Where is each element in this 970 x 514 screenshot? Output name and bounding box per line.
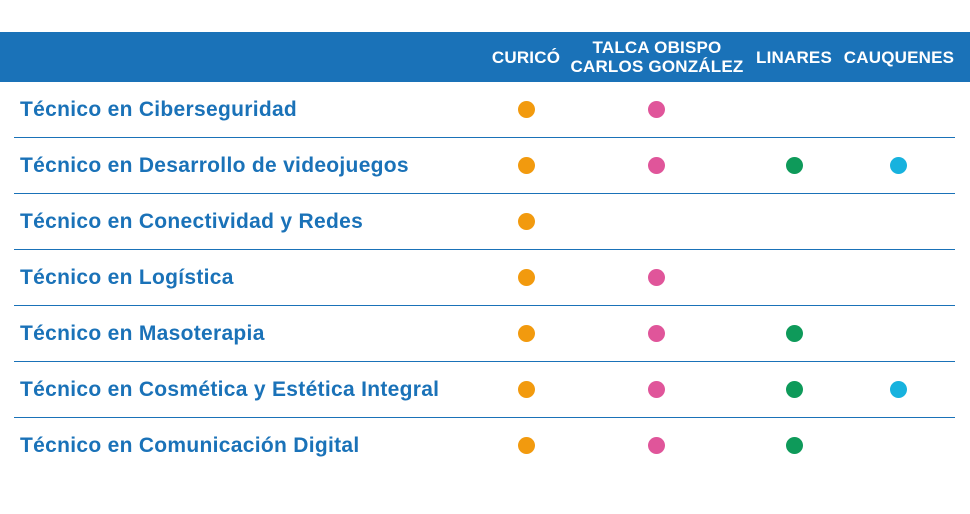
campus-dot-talca [647, 157, 665, 174]
program-name: Técnico en Ciberseguridad [20, 98, 298, 121]
table-row: Técnico en Conectividad y Redes [0, 194, 970, 250]
column-header-linares: LINARES [750, 32, 838, 82]
campus-dot-talca [647, 437, 665, 454]
table-row: Técnico en Desarrollo de videojuegos [0, 138, 970, 194]
program-name: Técnico en Comunicación Digital [20, 434, 360, 457]
campus-dot-curico [517, 101, 535, 118]
program-name: Técnico en Logística [20, 266, 234, 289]
campus-dot-linares [785, 157, 803, 174]
table-row: Técnico en Masoterapia [0, 306, 970, 362]
campus-dot-curico [517, 269, 535, 286]
campus-dot-linares [785, 381, 803, 398]
campus-dot-cauquenes [889, 381, 907, 398]
column-header-linares-label: LINARES [755, 47, 833, 67]
program-name: Técnico en Masoterapia [20, 322, 265, 345]
row-divider [14, 361, 955, 362]
campus-dot-talca [647, 269, 665, 286]
campus-dot-curico [517, 213, 535, 230]
campus-dot-talca [647, 101, 665, 118]
column-header-curico: CURICÓ [486, 32, 566, 82]
program-name: Técnico en Cosmética y Estética Integral [20, 378, 440, 401]
table-row: Técnico en Comunicación Digital [0, 418, 970, 474]
row-divider [14, 305, 955, 306]
campus-dot-curico [517, 381, 535, 398]
campus-dot-linares [785, 325, 803, 342]
campus-dot-talca [647, 325, 665, 342]
program-name: Técnico en Desarrollo de videojuegos [20, 154, 409, 177]
column-header-cauquenes-label: CAUQUENES [843, 47, 955, 67]
row-divider [14, 417, 955, 418]
campus-dot-cauquenes [889, 157, 907, 174]
table-row: Técnico en Cosmética y Estética Integral [0, 362, 970, 418]
row-divider [14, 193, 955, 194]
program-name: Técnico en Conectividad y Redes [20, 210, 364, 233]
row-divider [14, 137, 955, 138]
column-header-talca-line1: TALCA OBISPO [592, 38, 722, 57]
campus-dot-talca [647, 381, 665, 398]
table-row: Técnico en Logística [0, 250, 970, 306]
column-header-talca: TALCA OBISPO CARLOS GONZÁLEZ [566, 32, 748, 82]
column-header-cauquenes: CAUQUENES [840, 32, 958, 82]
row-divider [14, 249, 955, 250]
column-header-talca-line2: CARLOS GONZÁLEZ [570, 57, 744, 76]
table-header: CURICÓ TALCA OBISPO CARLOS GONZÁLEZ LINA… [0, 32, 970, 82]
campus-dot-curico [517, 157, 535, 174]
table-row: Técnico en Ciberseguridad [0, 82, 970, 138]
campus-dot-curico [517, 325, 535, 342]
column-header-curico-label: CURICÓ [491, 47, 561, 67]
campus-dot-curico [517, 437, 535, 454]
campus-dot-linares [785, 437, 803, 454]
